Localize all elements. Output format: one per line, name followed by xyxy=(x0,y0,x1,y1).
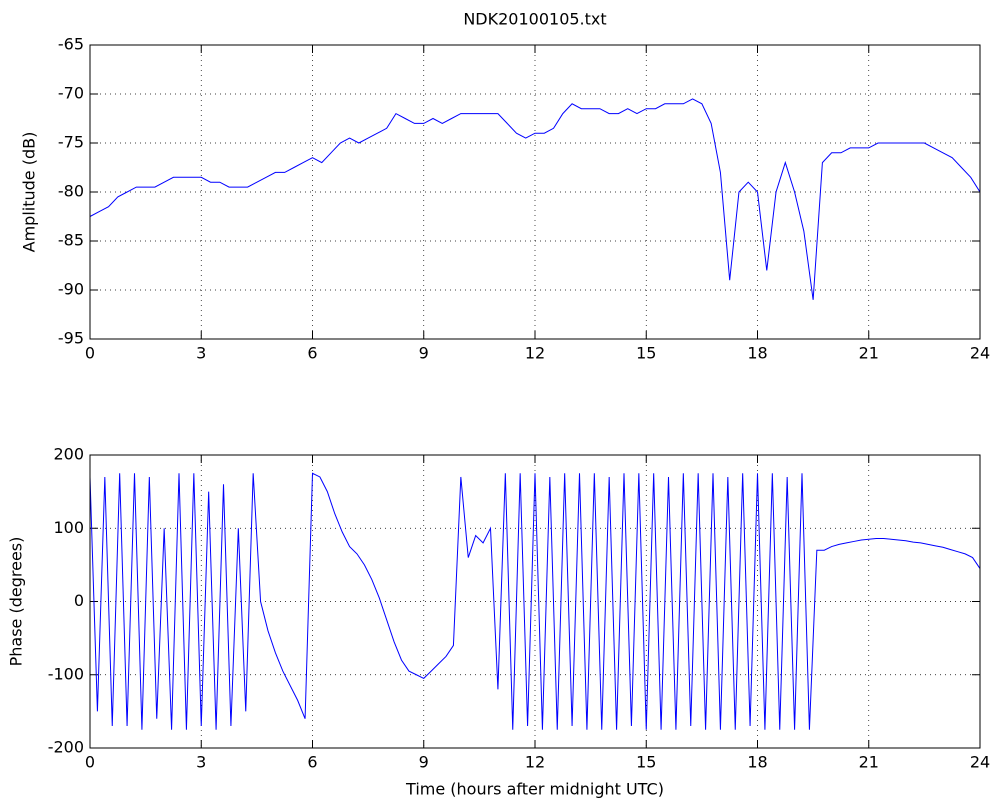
x-tick-label: 12 xyxy=(525,344,545,363)
y-axis-label: Amplitude (dB) xyxy=(20,132,39,253)
x-tick-label: 24 xyxy=(970,753,990,772)
x-tick-label: 9 xyxy=(419,753,429,772)
x-tick-label: 21 xyxy=(859,344,879,363)
x-tick-label: 21 xyxy=(859,753,879,772)
x-tick-label: 0 xyxy=(85,753,95,772)
x-tick-label: 18 xyxy=(747,344,767,363)
x-tick-label: 12 xyxy=(525,753,545,772)
x-axis-label: Time (hours after midnight UTC) xyxy=(405,780,664,799)
axes-frame xyxy=(89,44,981,340)
x-tick-label: 15 xyxy=(636,753,656,772)
y-tick-label: -70 xyxy=(58,84,84,103)
axes-frame xyxy=(89,454,981,749)
x-tick-label: 15 xyxy=(636,344,656,363)
x-tick-label: 3 xyxy=(196,344,206,363)
y-tick-label: 100 xyxy=(53,518,84,537)
y-axis-label: Phase (degrees) xyxy=(7,537,26,667)
x-tick-label: 9 xyxy=(419,344,429,363)
x-tick-label: 0 xyxy=(85,344,95,363)
y-tick-label: -200 xyxy=(48,738,84,757)
y-tick-label: -85 xyxy=(58,231,84,250)
y-tick-label: -95 xyxy=(58,329,84,348)
y-tick-label: -65 xyxy=(58,35,84,54)
x-tick-label: 18 xyxy=(747,753,767,772)
data-line xyxy=(89,472,981,730)
y-tick-label: -80 xyxy=(58,182,84,201)
x-tick-label: 3 xyxy=(196,753,206,772)
x-tick-label: 6 xyxy=(307,753,317,772)
y-tick-label: 200 xyxy=(53,445,84,464)
y-tick-label: -100 xyxy=(48,664,84,683)
data-line xyxy=(89,98,981,300)
chart-title: NDK20100105.txt xyxy=(463,10,606,29)
y-tick-label: -90 xyxy=(58,280,84,299)
x-tick-label: 6 xyxy=(307,344,317,363)
y-tick-label: -75 xyxy=(58,133,84,152)
y-tick-label: 0 xyxy=(74,591,84,610)
x-tick-label: 24 xyxy=(970,344,990,363)
